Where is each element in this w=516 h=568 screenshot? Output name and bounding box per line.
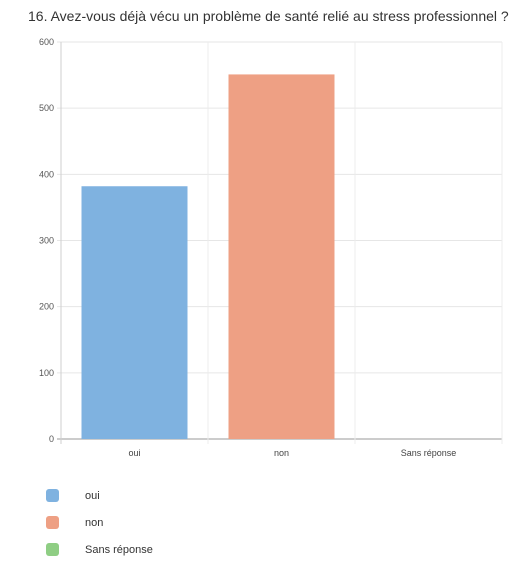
bar-chart: 0 100 200 300 400 500 600 oui non Sans réponse	[39, 37, 503, 458]
y-tick-label-200: 200	[39, 302, 54, 312]
bar-non[interactable]	[228, 74, 335, 440]
legend-swatch-non	[46, 516, 59, 529]
legend-item-non[interactable]: non	[46, 509, 153, 536]
legend-label-oui: oui	[85, 489, 100, 502]
legend-item-oui[interactable]: oui	[46, 482, 153, 509]
legend-item-sans-reponse[interactable]: Sans réponse	[46, 536, 153, 563]
x-tick-label-non: non	[274, 448, 289, 458]
bars	[81, 74, 335, 440]
y-tick-label-600: 600	[39, 37, 54, 47]
y-tick-label-0: 0	[49, 434, 54, 444]
y-tick-label-400: 400	[39, 169, 54, 179]
legend-label-non: non	[85, 516, 104, 529]
legend: oui non Sans réponse	[46, 482, 153, 563]
y-tick-label-300: 300	[39, 236, 54, 246]
x-tick-label-sans-réponse: Sans réponse	[401, 448, 457, 458]
y-tick-label-100: 100	[39, 368, 54, 378]
legend-label-sans-reponse: Sans réponse	[85, 543, 153, 556]
x-axis-labels: oui non Sans réponse	[128, 448, 456, 458]
y-axis-ticks: 0 100 200 300 400 500 600	[39, 37, 54, 444]
bar-oui[interactable]	[81, 186, 188, 439]
y-tick-label-500: 500	[39, 103, 54, 113]
x-tick-label-oui: oui	[128, 448, 140, 458]
legend-swatch-sans-reponse	[46, 543, 59, 556]
legend-swatch-oui	[46, 489, 59, 502]
chart-title: 16. Avez-vous déjà vécu un problème de s…	[28, 8, 509, 24]
